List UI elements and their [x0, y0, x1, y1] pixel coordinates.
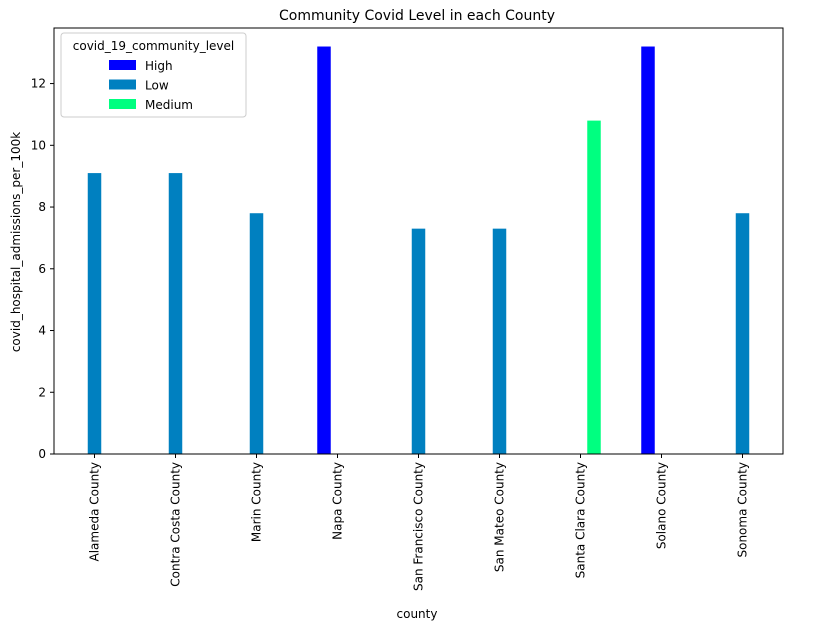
legend-swatch: [109, 99, 136, 109]
y-tick-label: 4: [38, 324, 46, 338]
x-tick-label: Solano County: [655, 462, 669, 549]
y-axis-title: covid_hospital_admissions_per_100k: [9, 132, 23, 352]
x-axis-title: county: [397, 607, 438, 621]
legend: covid_19_community_level High Low Medium: [60, 32, 247, 118]
x-tick-label: Alameda County: [88, 462, 102, 562]
bar: [168, 173, 183, 454]
legend-entry: Medium: [145, 98, 193, 112]
y-tick-label: 2: [38, 385, 46, 399]
bar: [317, 46, 331, 455]
x-tick-label: San Mateo County: [493, 462, 507, 572]
legend-entry: Low: [145, 79, 169, 93]
bar: [411, 228, 426, 454]
bar: [735, 213, 750, 454]
chart-title: Community Covid Level in each County: [279, 8, 555, 24]
bar: [492, 228, 507, 454]
y-tick-label: 0: [38, 447, 46, 461]
y-tick-label: 8: [38, 200, 46, 214]
bar: [249, 213, 264, 454]
legend-box: [60, 32, 247, 118]
bar: [587, 120, 601, 455]
legend-entry: High: [145, 59, 173, 73]
bar: [87, 173, 102, 454]
legend-swatch: [109, 79, 136, 90]
y-tick-label: 12: [31, 77, 46, 91]
x-tick-label: Marin County: [250, 462, 264, 542]
x-tick-label: Napa County: [331, 462, 345, 540]
x-tick-label: Contra Costa County: [169, 462, 183, 587]
plot-area: 0 2 4 6 8 10 12 Alameda County Contra Costa Coun…: [31, 27, 784, 591]
x-tick-label: Santa Clara County: [574, 462, 588, 578]
bar: [641, 46, 655, 455]
x-tick-label: San Francisco County: [412, 462, 426, 591]
legend-swatch: [109, 60, 136, 70]
y-tick-label: 6: [38, 262, 46, 276]
legend-title: covid_19_community_level: [73, 39, 234, 53]
x-tick-label: Sonoma County: [736, 462, 750, 558]
y-tick-label: 10: [31, 138, 46, 152]
